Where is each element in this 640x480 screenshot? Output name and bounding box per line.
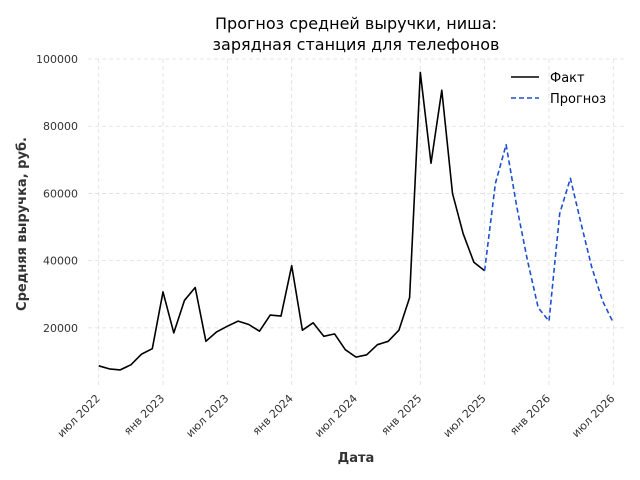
legend-label-forecast: Прогноз bbox=[550, 92, 606, 107]
x-tick-label: янв 2024 bbox=[250, 392, 296, 438]
y-axis-ticks: 20000 40000 60000 80000 100000 bbox=[36, 53, 78, 335]
y-tick-label: 40000 bbox=[43, 255, 78, 268]
legend-label-actual: Факт bbox=[550, 71, 585, 86]
y-tick-label: 20000 bbox=[43, 322, 78, 335]
x-tick-label: июл 2022 bbox=[55, 392, 103, 440]
legend: Факт Прогноз bbox=[511, 71, 606, 107]
chart-title-line-2: зарядная станция для телефонов bbox=[213, 35, 500, 54]
x-tick-label: янв 2025 bbox=[379, 392, 425, 438]
x-tick-label: янв 2023 bbox=[121, 392, 167, 438]
y-tick-label: 60000 bbox=[43, 187, 78, 200]
series-line-forecast bbox=[483, 143, 615, 324]
y-tick-label: 100000 bbox=[36, 53, 78, 66]
chart-title-line-1: Прогноз средней выручки, ниша: bbox=[215, 14, 497, 33]
x-tick-label: июл 2025 bbox=[441, 392, 489, 440]
x-axis-label: Дата bbox=[338, 451, 375, 466]
plot-area bbox=[98, 71, 615, 371]
series-line-actual bbox=[98, 71, 486, 371]
y-axis-label: Средняя выручка, руб. bbox=[15, 137, 30, 311]
x-tick-label: июл 2023 bbox=[183, 392, 231, 440]
x-tick-label: янв 2026 bbox=[507, 392, 553, 438]
x-tick-label: июл 2026 bbox=[569, 392, 617, 440]
y-tick-label: 80000 bbox=[43, 120, 78, 133]
x-tick-label: июл 2024 bbox=[312, 392, 360, 440]
x-axis-ticks: июл 2022 янв 2023 июл 2023 янв 2024 июл 2024… bbox=[55, 392, 618, 440]
grid bbox=[88, 58, 624, 385]
